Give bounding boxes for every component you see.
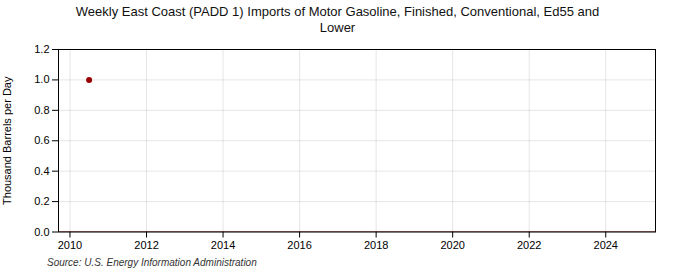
svg-text:1.2: 1.2 [34, 43, 49, 55]
svg-text:0.0: 0.0 [34, 225, 49, 237]
svg-text:Thousand Barrels per Day: Thousand Barrels per Day [1, 76, 13, 205]
svg-text:0.2: 0.2 [34, 195, 49, 207]
svg-text:0.4: 0.4 [34, 164, 49, 176]
svg-text:2020: 2020 [440, 238, 464, 250]
svg-text:1.0: 1.0 [34, 73, 49, 85]
svg-text:0.8: 0.8 [34, 103, 49, 115]
svg-text:2016: 2016 [287, 238, 311, 250]
html-text:Weekly East Coast (PADD 1) Imp: Weekly East Coast (PADD 1) Imports of Mo… [75, 4, 600, 36]
svg-text:2022: 2022 [517, 238, 541, 250]
html-text:Source: U.S. Energy Informatio: Source: U.S. Energy Information Administ… [47, 257, 257, 268]
svg-text:2012: 2012 [134, 238, 158, 250]
svg-text:2014: 2014 [211, 238, 235, 250]
svg-text:2018: 2018 [364, 238, 388, 250]
svg-text:2024: 2024 [594, 238, 618, 250]
svg-text:0.6: 0.6 [34, 134, 49, 146]
svg-text:2010: 2010 [58, 238, 82, 250]
